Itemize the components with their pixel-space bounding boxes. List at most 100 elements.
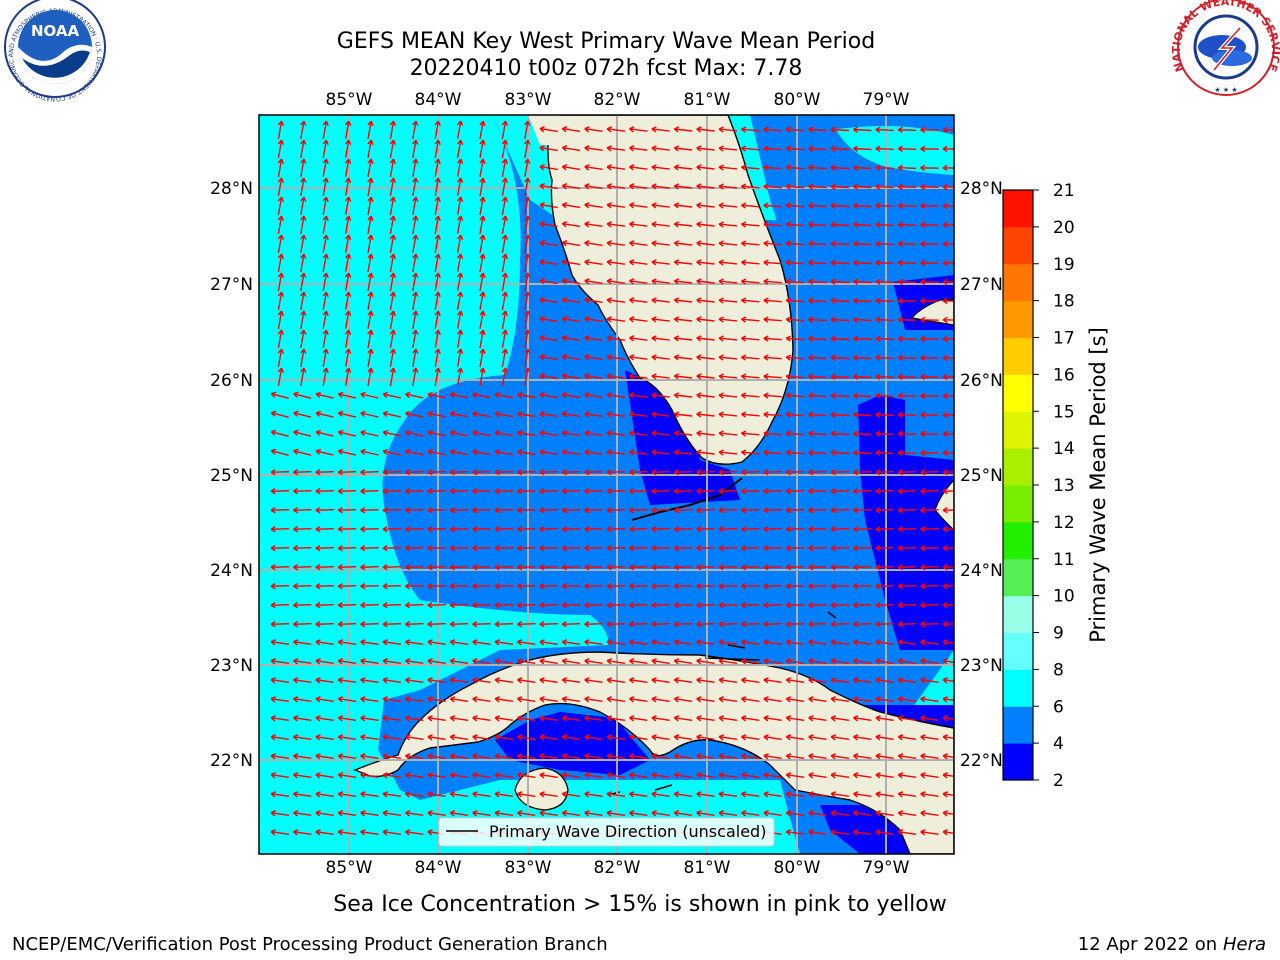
wave-arrow-icon xyxy=(785,373,805,380)
wave-arrow-icon xyxy=(808,316,827,323)
wave-arrow-icon xyxy=(405,429,424,437)
wave-arrow-icon xyxy=(875,240,894,247)
wave-arrow-icon xyxy=(389,177,397,197)
wave-arrow-icon xyxy=(434,272,441,292)
wave-arrow-icon xyxy=(696,564,715,571)
wave-arrow-icon xyxy=(337,696,357,703)
wave-arrow-icon xyxy=(389,158,397,178)
wave-arrow-icon xyxy=(785,392,805,399)
wave-arrow-icon xyxy=(367,177,374,197)
wave-arrow-icon xyxy=(606,469,626,476)
wave-arrow-icon xyxy=(696,183,715,190)
wave-arrow-icon xyxy=(427,583,446,590)
wave-arrow-icon xyxy=(344,272,352,292)
wave-arrow-icon xyxy=(389,196,397,216)
wave-arrow-icon xyxy=(270,829,290,836)
wave-arrow-icon xyxy=(539,449,558,456)
wave-arrow-icon xyxy=(472,488,491,495)
wave-arrow-icon xyxy=(270,545,290,552)
wave-arrow-icon xyxy=(629,240,648,247)
wave-arrow-icon xyxy=(561,297,581,304)
wave-arrow-icon xyxy=(494,564,514,571)
wave-arrow-icon xyxy=(696,373,715,380)
wave-arrow-icon xyxy=(270,677,290,684)
wave-arrow-icon xyxy=(629,507,648,514)
wave-arrow-icon xyxy=(897,488,917,495)
wave-arrow-icon xyxy=(741,772,760,779)
lat-label: 22°N xyxy=(960,751,1003,771)
wave-arrow-icon xyxy=(494,448,514,456)
wave-arrow-icon xyxy=(763,658,782,665)
wave-arrow-icon xyxy=(718,545,738,552)
wave-arrow-icon xyxy=(561,583,581,590)
wave-arrow-icon xyxy=(561,240,581,247)
wave-arrow-icon xyxy=(337,791,357,798)
wave-arrow-icon xyxy=(472,658,491,665)
wave-arrow-icon xyxy=(382,791,402,798)
wave-arrow-icon xyxy=(875,753,894,760)
wave-arrow-icon xyxy=(322,272,329,292)
wave-arrow-icon xyxy=(561,488,581,495)
wave-arrow-icon xyxy=(389,367,397,387)
wave-arrow-icon xyxy=(808,621,827,628)
wave-arrow-icon xyxy=(606,145,625,152)
wave-arrow-icon xyxy=(412,177,419,197)
wave-arrow-icon xyxy=(606,354,625,361)
wave-arrow-icon xyxy=(875,696,894,703)
wave-arrow-icon xyxy=(763,430,782,437)
wave-arrow-icon xyxy=(501,120,509,140)
wave-arrow-icon xyxy=(539,545,558,552)
wave-arrow-icon xyxy=(382,810,402,817)
wave-arrow-icon xyxy=(427,791,446,798)
wave-arrow-icon xyxy=(539,278,558,285)
wave-arrow-icon xyxy=(897,297,917,304)
wave-arrow-icon xyxy=(942,278,954,286)
wave-arrow-icon xyxy=(808,526,827,533)
wave-arrow-icon xyxy=(277,329,285,349)
wave-arrow-icon xyxy=(360,677,379,684)
wave-arrow-icon xyxy=(942,202,954,210)
wave-arrow-icon xyxy=(673,164,693,171)
wave-arrow-icon xyxy=(517,392,536,399)
wave-arrow-icon xyxy=(389,234,397,254)
wave-arrow-icon xyxy=(606,316,625,323)
wave-arrow-icon xyxy=(673,658,693,665)
wave-arrow-icon xyxy=(942,145,954,153)
wave-arrow-icon xyxy=(808,221,827,228)
wave-arrow-icon xyxy=(584,507,603,514)
wave-arrow-icon xyxy=(740,411,760,418)
wave-arrow-icon xyxy=(584,734,603,741)
wave-arrow-icon xyxy=(315,715,334,722)
wave-arrow-icon xyxy=(763,145,782,152)
wave-arrow-icon xyxy=(830,183,850,190)
wave-arrow-icon xyxy=(344,120,352,140)
wave-arrow-icon xyxy=(651,430,670,437)
wave-arrow-icon xyxy=(897,810,917,817)
wave-arrow-icon xyxy=(853,449,872,456)
wave-arrow-icon xyxy=(920,639,939,646)
wave-arrow-icon xyxy=(651,639,670,646)
wave-arrow-icon xyxy=(830,221,850,228)
wave-arrow-icon xyxy=(322,196,329,216)
wave-arrow-icon xyxy=(517,526,536,533)
wave-arrow-icon xyxy=(449,410,469,418)
wave-arrow-icon xyxy=(524,139,531,159)
wave-arrow-icon xyxy=(629,392,648,399)
wave-arrow-icon xyxy=(763,677,782,684)
wave-arrow-icon xyxy=(337,507,357,514)
wave-arrow-icon xyxy=(696,602,715,609)
land-florida-north xyxy=(528,115,560,145)
wave-arrow-icon xyxy=(740,354,760,361)
wave-arrow-icon xyxy=(740,449,760,456)
wave-arrow-icon xyxy=(293,734,312,741)
wave-arrow-icon xyxy=(360,658,379,665)
wave-arrow-icon xyxy=(651,278,670,285)
wave-arrow-icon xyxy=(763,696,782,703)
wave-arrow-icon xyxy=(270,658,290,665)
wave-arrow-icon xyxy=(456,215,464,235)
wave-arrow-icon xyxy=(629,202,648,209)
wave-arrow-icon xyxy=(360,526,379,533)
wave-arrow-icon xyxy=(651,772,670,779)
wave-arrow-icon xyxy=(360,602,379,609)
wave-arrow-icon xyxy=(741,488,760,495)
